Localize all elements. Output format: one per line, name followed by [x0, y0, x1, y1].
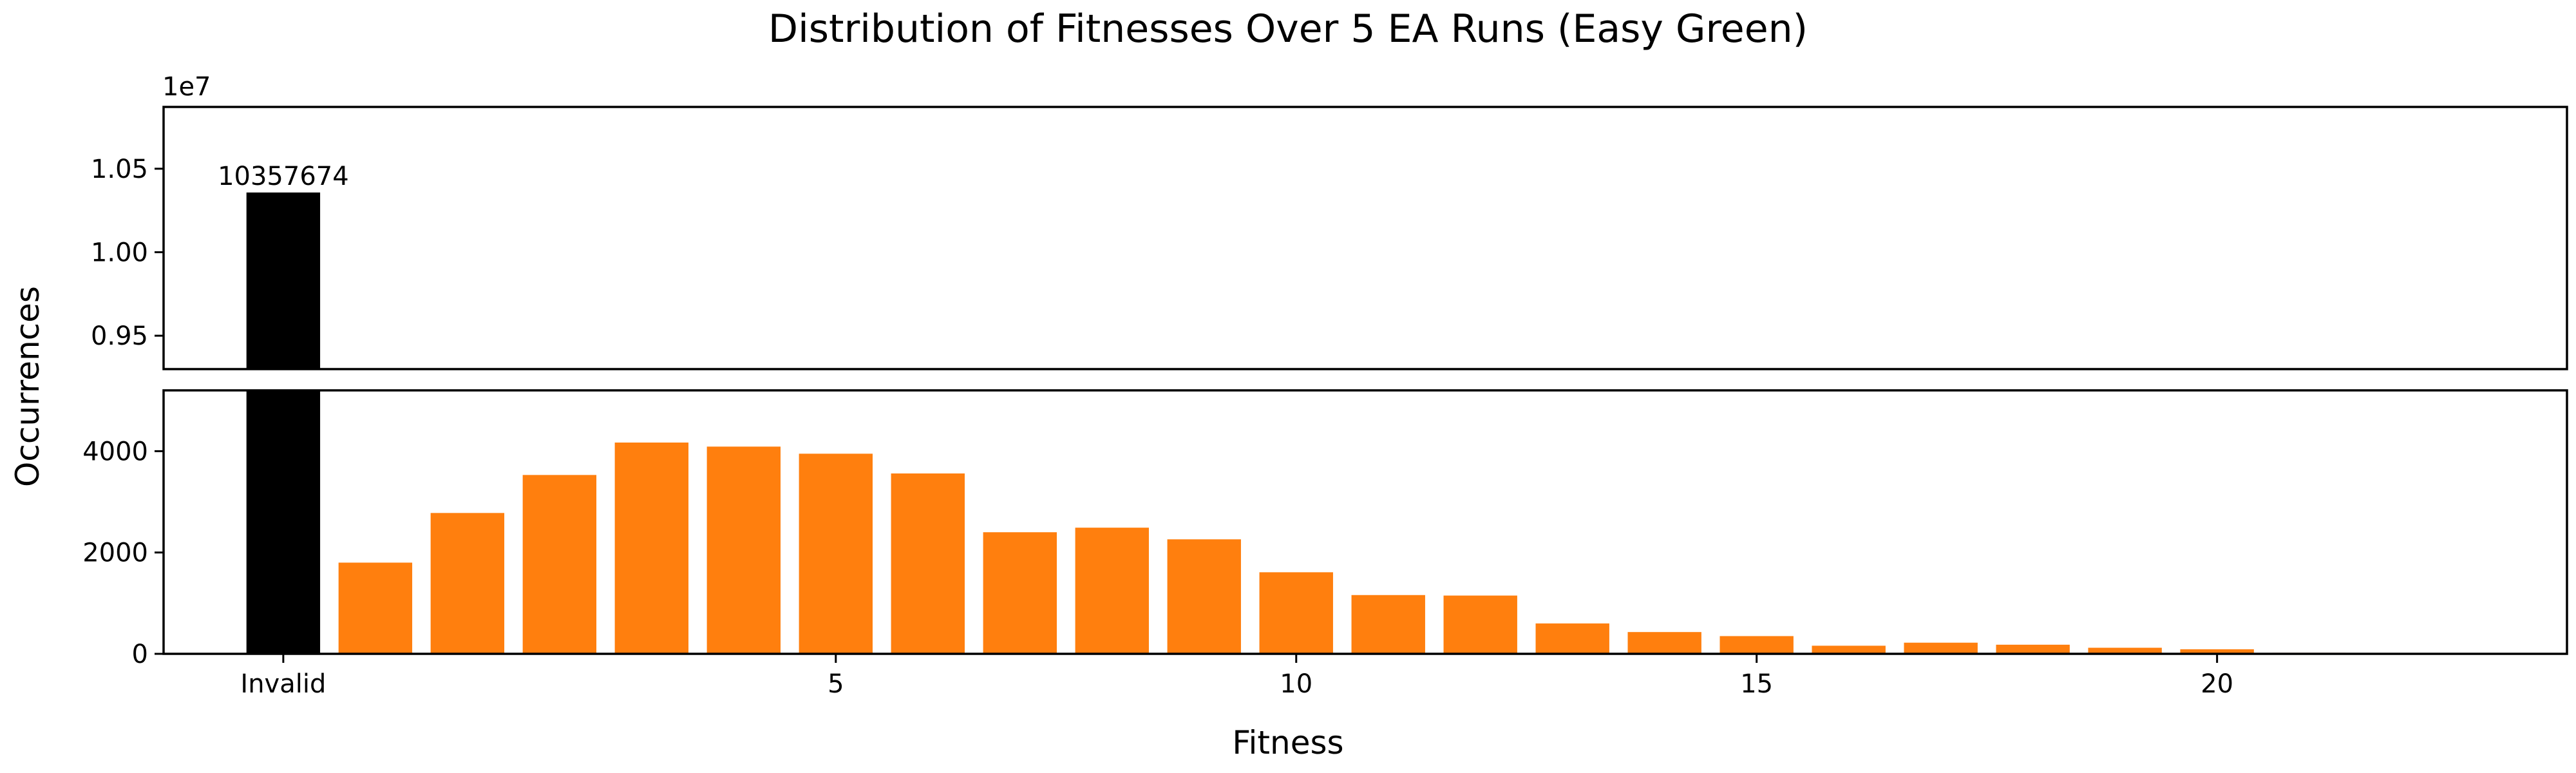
bar-lower-4 [614, 443, 689, 654]
bar-lower-8 [983, 532, 1057, 654]
xtick-label: 20 [2201, 669, 2233, 699]
upper-y-ticks: 0.95 1.00 1.05 [91, 155, 164, 351]
bar-lower-5 [706, 446, 781, 654]
y-axis-label: Occurrences [9, 286, 46, 487]
bar-lower-12 [1351, 595, 1425, 654]
bar-lower-21 [2180, 649, 2254, 654]
upper-ytick-label: 0.95 [91, 321, 148, 351]
lower-ytick-label: 2000 [82, 539, 148, 568]
lower-axes: 0 2000 4000 Invalid 5 10 15 20 [82, 389, 2568, 699]
bar-lower-17 [1812, 645, 1886, 654]
bar-lower-1 [338, 562, 413, 654]
xtick-label: 10 [1280, 669, 1312, 699]
upper-offset-label: 1e7 [162, 72, 211, 102]
upper-axes: 0.95 1.00 1.05 1e7 [91, 72, 2568, 370]
bar-lower-6 [799, 453, 873, 654]
bar-lower-7 [891, 473, 965, 654]
bar-lower-19 [1996, 644, 2070, 654]
upper-ytick-label: 1.05 [91, 155, 148, 184]
bar-upper-Invalid [246, 192, 321, 369]
bar-lower-3 [522, 475, 597, 654]
bar-lower-13 [1443, 595, 1517, 654]
lower-bars [246, 390, 2438, 654]
lower-y-ticks: 0 2000 4000 [82, 437, 164, 669]
upper-ytick-label: 1.00 [91, 238, 148, 268]
bar-lower-Invalid [246, 390, 321, 654]
xtick-label: 5 [828, 669, 844, 699]
bar-lower-14 [1535, 623, 1609, 654]
bar-lower-16 [1719, 636, 1794, 654]
xtick-label: Invalid [240, 669, 326, 699]
bar-lower-15 [1627, 632, 1701, 654]
bar-lower-18 [1904, 642, 1978, 654]
lower-ytick-label: 4000 [82, 437, 148, 466]
data-label-Invalid: 10357674 [218, 162, 349, 191]
bar-lower-2 [430, 513, 505, 654]
bar-lower-20 [2088, 647, 2162, 654]
upper-bars [246, 192, 321, 369]
lower-axes-frame [162, 389, 2568, 655]
bar-lower-11 [1259, 572, 1333, 654]
bar-lower-9 [1075, 528, 1149, 654]
bar-lower-10 [1167, 539, 1241, 654]
lower-ytick-label: 0 [132, 640, 148, 669]
x-axis-label: Fitness [1232, 724, 1343, 761]
x-ticks: Invalid 5 10 15 20 [240, 654, 2233, 699]
xtick-label: 15 [1740, 669, 1773, 699]
chart-title: Distribution of Fitnesses Over 5 EA Runs… [768, 6, 1808, 52]
upper-axes-frame [162, 106, 2568, 370]
